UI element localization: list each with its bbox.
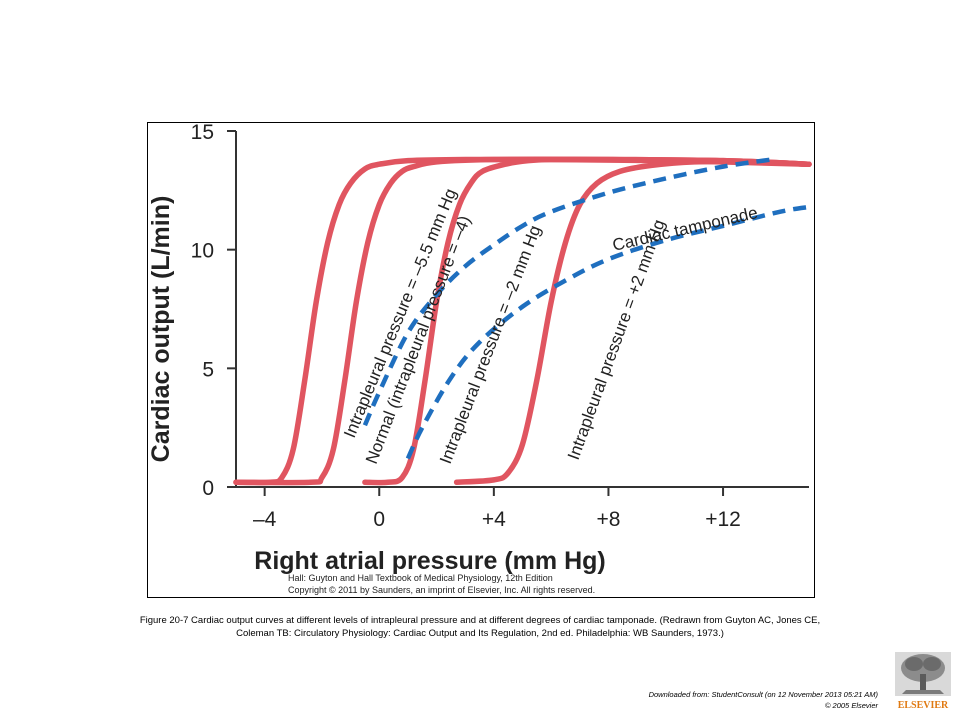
elsevier-tree-icon: ELSEVIER [895,652,951,711]
series-line-4 [453,158,812,486]
caption-line-1: Figure 20-7 Cardiac output curves at dif… [139,615,821,626]
caption-line-2: Coleman TB: Circulatory Physiology: Card… [236,628,724,639]
x-tick-label: +8 [596,508,620,531]
x-tick-label: –4 [253,508,277,531]
download-note: Downloaded from: StudentConsult (on 12 N… [649,689,878,711]
series-group [233,156,812,486]
cardiac-output-chart: –4 0 +4 +8 +12 0 5 10 15 Intrapleural pressure =… [148,123,812,595]
x-axis-label: Right atrial pressure (mm Hg) [254,547,605,575]
y-tick-label: 10 [191,240,214,263]
x-tick-label: +4 [482,508,506,531]
y-tick-label: 0 [202,477,214,500]
figure-caption: Figure 20-7 Cardiac output curves at dif… [100,614,860,640]
series-line-3 [362,156,812,486]
y-tick-label: 5 [202,358,214,381]
axes: –4 0 +4 +8 +12 0 5 10 15 [191,123,809,531]
elsevier-logo-text: ELSEVIER [898,700,949,711]
annotation-label: Cardiac tamponade [611,203,760,255]
annotations: Intrapleural pressure = –5.5 mm HgNormal… [340,186,759,467]
x-tick-label: 0 [373,508,385,531]
credit-line-1: Hall: Guyton and Hall Textbook of Medica… [288,573,553,583]
y-tick-label: 15 [191,123,214,144]
copyright-text: © 2005 Elsevier [824,701,878,710]
y-axis-label: Cardiac output (L/min) [148,196,175,463]
download-note-text: Downloaded from: StudentConsult (on 12 N… [648,690,878,699]
x-tick-label: +12 [705,508,741,531]
series-line-5 [362,157,773,427]
series-line-6 [405,204,810,460]
credit-line-2: Copyright © 2011 by Saunders, an imprint… [288,585,595,595]
chart-frame: –4 0 +4 +8 +12 0 5 10 15 Intrapleural pressure =… [147,122,815,598]
